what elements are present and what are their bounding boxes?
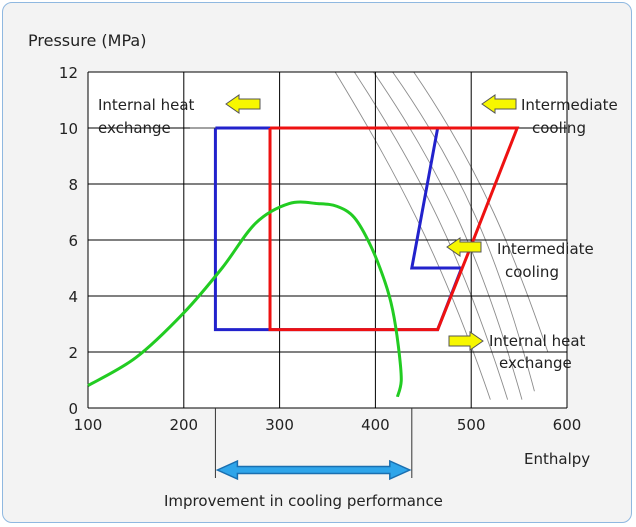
cycle-series <box>87 126 520 398</box>
x-axis-label: Enthalpy <box>524 450 590 468</box>
x-tick-label: 400 <box>361 416 390 434</box>
x-tick-label: 300 <box>265 416 294 434</box>
annotation-arrows <box>225 94 517 351</box>
y-tick-label: 8 <box>68 176 78 194</box>
annotation-internal-heat-bottom-line1: Internal heat <box>489 332 586 350</box>
isentropic-lines <box>334 71 549 400</box>
y-tick-label: 10 <box>59 120 78 138</box>
y-tick-label: 2 <box>68 344 78 362</box>
y-tick-label: 4 <box>68 288 78 306</box>
y-axis-label: Pressure (MPa) <box>28 31 146 50</box>
series-line <box>87 200 403 398</box>
y-tick-label: 0 <box>68 400 78 418</box>
series-line <box>268 126 520 332</box>
isentropic-line <box>353 71 509 400</box>
improvement-double-arrow <box>215 459 412 481</box>
annotation-internal-heat-bottom-line2: exchange <box>499 354 572 372</box>
annotation-intermediate-cooling-mid-line1: Intermediate <box>497 240 594 258</box>
x-tick-label: 500 <box>457 416 486 434</box>
x-tick-label: 100 <box>74 416 103 434</box>
isentropic-line <box>413 71 549 353</box>
left-arrow-icon <box>481 94 517 114</box>
isentropic-line <box>392 71 535 392</box>
annotation-intermediate-cooling-mid-line2: cooling <box>505 263 559 281</box>
annotation-internal-heat-top-line2: exchange <box>98 119 171 137</box>
axis-ticks: 100 200 300 400 500 600 0 2 4 6 8 10 12 <box>59 64 581 434</box>
isentropic-line <box>373 71 523 400</box>
y-tick-label: 12 <box>59 64 78 82</box>
left-arrow-icon <box>225 94 261 114</box>
x-tick-label: 200 <box>169 416 198 434</box>
y-tick-label: 6 <box>68 232 78 250</box>
annotation-intermediate-cooling-top-line2: cooling <box>532 119 586 137</box>
improvement-caption: Improvement in cooling performance <box>164 492 443 510</box>
left-arrow-icon <box>446 237 482 257</box>
annotation-internal-heat-top-line1: Internal heat <box>98 96 195 114</box>
annotation-intermediate-cooling-top-line1: Intermediate <box>521 96 618 114</box>
right-arrow-icon <box>448 331 484 351</box>
x-tick-label: 600 <box>553 416 582 434</box>
